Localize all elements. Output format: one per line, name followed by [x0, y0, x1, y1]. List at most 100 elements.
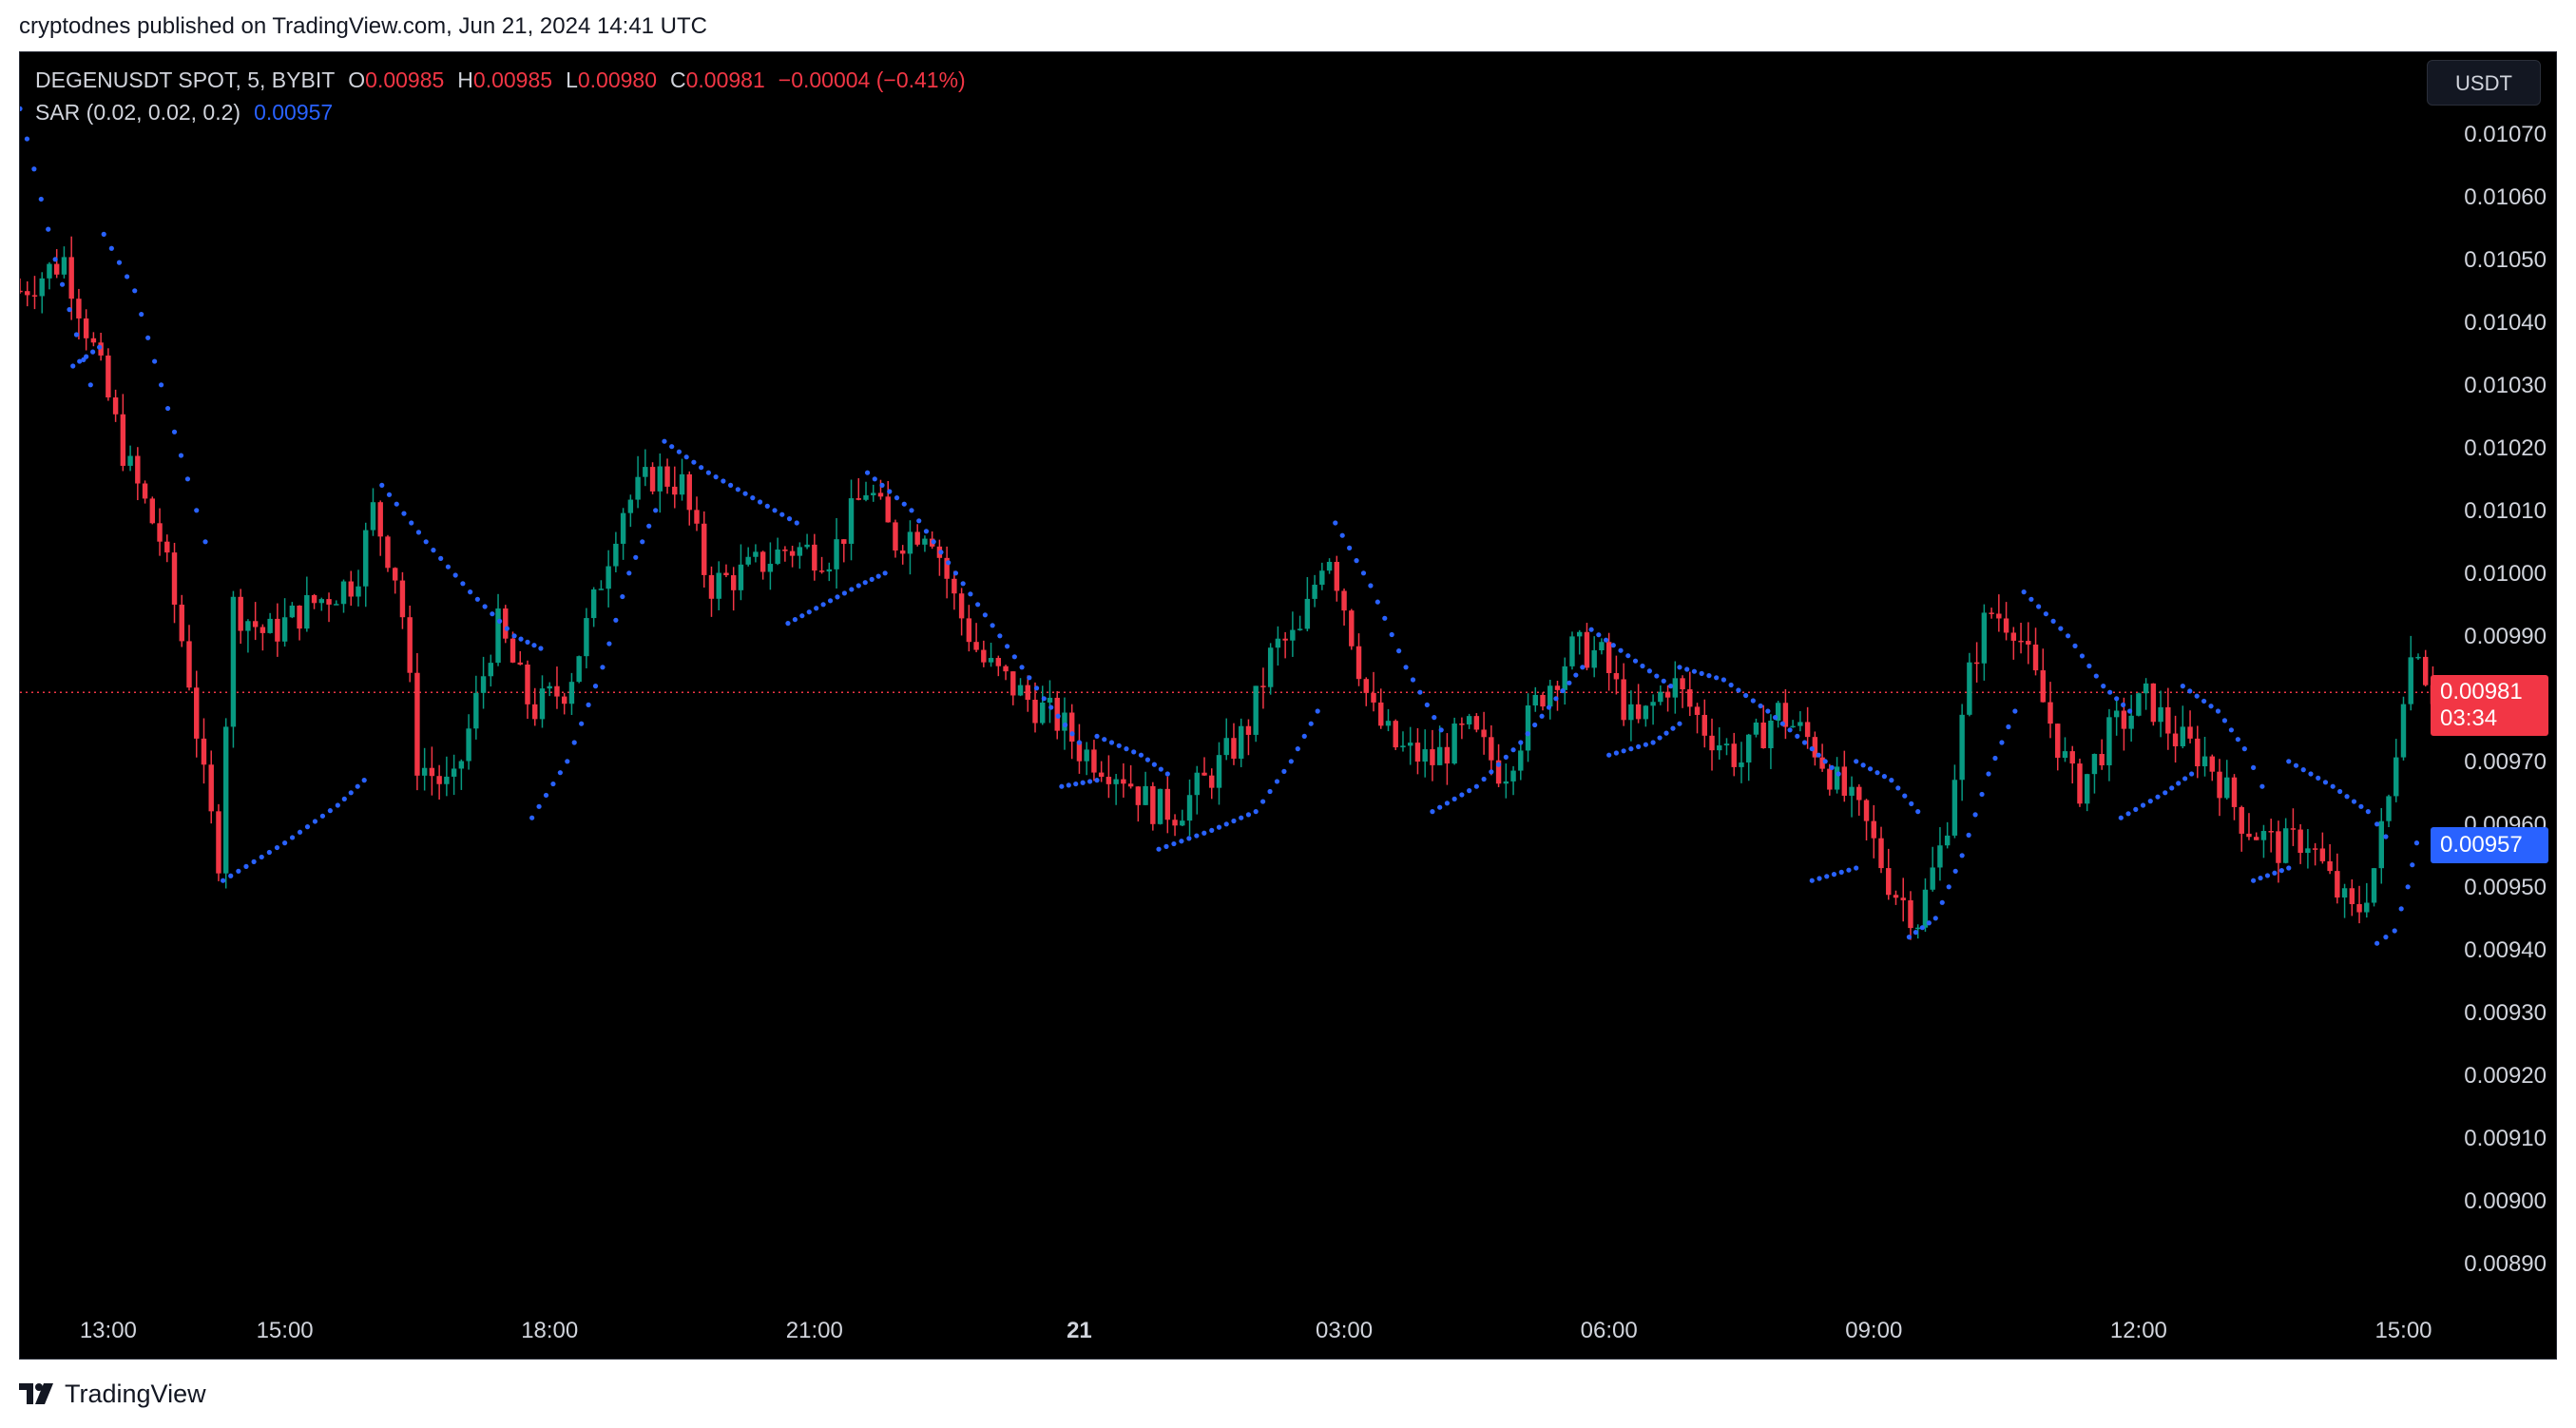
sar-dot: [243, 863, 249, 869]
candle-body: [893, 522, 898, 551]
sar-dot: [1102, 737, 1107, 743]
candle-body: [370, 502, 376, 531]
sar-dot: [2036, 604, 2042, 609]
candle-body: [1223, 738, 1229, 756]
candle-body: [576, 656, 582, 683]
candle-body: [2158, 706, 2163, 723]
candle-body: [1444, 746, 1451, 764]
sar-dot: [1714, 675, 1720, 681]
sar-dot: [1915, 809, 1921, 815]
candle-body: [1091, 749, 1097, 773]
candle-body: [1893, 895, 1899, 898]
candle-body: [1304, 598, 1311, 629]
sar-dot: [764, 503, 770, 509]
sar-dot: [1430, 809, 1435, 815]
sar-dot: [699, 465, 704, 471]
sar-dot: [87, 382, 93, 388]
sar-dot: [1055, 713, 1061, 719]
candle-body: [1709, 735, 1715, 751]
sar-dot: [1874, 770, 1880, 776]
sar-dot: [1610, 643, 1616, 648]
sar-dot: [319, 813, 326, 819]
candle-body: [598, 589, 605, 590]
sar-dot: [855, 583, 861, 589]
sar-dot: [1618, 647, 1624, 653]
sar-dot: [2093, 673, 2099, 679]
candle-body: [2312, 848, 2318, 850]
candle-body: [826, 569, 833, 572]
sar-dot: [379, 482, 385, 488]
sar-dot: [1822, 759, 1828, 764]
candle-body: [2085, 774, 2090, 804]
currency-button[interactable]: USDT: [2427, 60, 2541, 106]
sar-dot: [1011, 654, 1017, 660]
sar-dot: [2169, 785, 2175, 791]
sar-dot: [1124, 746, 1129, 752]
sar-dot: [1437, 804, 1443, 810]
sar-dot: [2086, 663, 2092, 669]
sar-dot: [1223, 821, 1229, 827]
sar-dot: [1846, 867, 1852, 873]
sar-dot: [1809, 746, 1815, 752]
candle-body: [1180, 820, 1185, 826]
sar-dot: [982, 612, 988, 618]
candle-body: [1260, 685, 1266, 687]
candle-body: [759, 551, 766, 572]
sar-dot: [139, 311, 144, 318]
candle-body: [2254, 837, 2259, 840]
sar-dot: [1939, 899, 1945, 905]
candle-body: [1473, 716, 1480, 730]
candle-body: [1414, 743, 1421, 762]
sar-dot: [806, 609, 812, 615]
sar-dot: [1646, 668, 1652, 674]
candle-body: [2032, 644, 2039, 671]
candle-body: [83, 318, 89, 338]
sar-dot: [452, 572, 458, 578]
symbol-legend[interactable]: DEGENUSDT SPOT, 5, BYBIT O0.00985 H0.00985…: [35, 68, 966, 93]
sar-dot: [259, 854, 264, 860]
y-tick-label: 0.00890: [2464, 1251, 2547, 1277]
sar-dot: [997, 633, 1003, 639]
candle-body: [1003, 666, 1009, 672]
sar-dot: [600, 665, 606, 670]
sar-dot: [2251, 878, 2257, 883]
candle-body: [281, 617, 288, 642]
sar-dot: [531, 643, 537, 648]
candle-body: [1231, 738, 1237, 759]
candle-body: [171, 552, 178, 605]
candle-body: [643, 467, 648, 477]
sar-dot: [1670, 725, 1676, 731]
candle-body: [1113, 779, 1119, 784]
candle-body: [2172, 733, 2179, 746]
sar-dot: [1625, 653, 1631, 659]
y-tick-label: 0.00900: [2464, 1188, 2547, 1214]
candle-body: [245, 621, 251, 631]
chart-pane[interactable]: 0.01070 0.01060 0.01050 0.01040 0.01030 0.010…: [19, 51, 2557, 1360]
sar-dot: [1902, 793, 1908, 799]
brand-footer[interactable]: TradingView: [19, 1377, 206, 1411]
candle-body: [1827, 768, 1833, 790]
sar-dot: [1231, 818, 1237, 824]
sar-dot: [386, 492, 393, 497]
candle-body: [2371, 868, 2377, 903]
sar-dot: [1959, 853, 1965, 859]
sar-dot: [1650, 740, 1656, 745]
sar-dot: [274, 844, 280, 851]
indicator-legend[interactable]: SAR (0.02, 0.02, 0.2) 0.00957: [35, 100, 333, 125]
price-chart[interactable]: 0.01070 0.01060 0.01050 0.01040 0.01030 0.010…: [20, 52, 2556, 1359]
sar-dot: [728, 482, 734, 488]
candle-body: [988, 658, 994, 663]
sar-dot: [1108, 740, 1115, 745]
candle-body: [1532, 694, 1538, 706]
candle-body: [1973, 662, 1980, 665]
candle-body: [1017, 685, 1024, 696]
sar-dot: [145, 335, 151, 340]
candle-body: [267, 618, 273, 633]
sar-dot: [96, 344, 103, 350]
sar-dot: [1253, 809, 1259, 815]
sar-dot: [2187, 688, 2193, 694]
publisher-line: cryptodnes published on TradingView.com,…: [19, 13, 708, 39]
sar-dot: [579, 721, 585, 726]
candle-body: [782, 550, 788, 551]
candle-body: [297, 606, 302, 629]
